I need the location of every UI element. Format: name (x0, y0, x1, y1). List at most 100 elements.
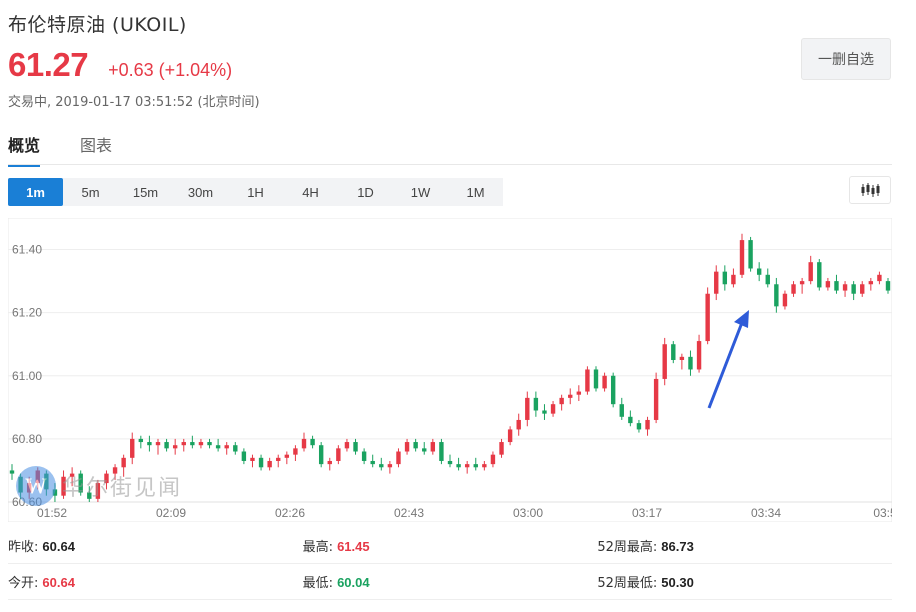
candle-body (190, 442, 195, 446)
period-4h[interactable]: 4H (302, 184, 319, 200)
tab-divider (8, 164, 892, 165)
candle-body (207, 442, 212, 446)
candle (868, 277, 874, 291)
candle-body (868, 281, 874, 285)
price-change: +0.63 (+1.04%) (108, 60, 233, 80)
period-5m[interactable]: 5m (81, 184, 100, 200)
chart-type-button[interactable] (849, 176, 891, 204)
candle (550, 401, 556, 417)
candle-body (61, 476, 66, 496)
remove-watchlist-button[interactable]: 一删自选 (801, 38, 891, 80)
candle (293, 445, 298, 461)
stat-open: 今开: 60.64 (8, 572, 303, 591)
stat-value: 60.04 (337, 575, 370, 590)
candle (250, 454, 255, 468)
candle-body (550, 404, 556, 414)
candle (739, 233, 745, 278)
candle (473, 457, 478, 471)
tab-overview[interactable]: 概览 (8, 132, 41, 167)
candle (353, 438, 358, 455)
candle-body (799, 281, 805, 285)
y-tick-label: 61.20 (12, 306, 42, 320)
candle (507, 426, 513, 446)
candle (310, 435, 315, 449)
candle (602, 372, 607, 392)
candle (224, 442, 229, 455)
candle-body (765, 274, 770, 285)
candle (233, 442, 238, 455)
candle (825, 277, 831, 291)
period-30m[interactable]: 30m (187, 184, 214, 200)
candle (370, 454, 375, 468)
candle-body (78, 473, 83, 493)
stats-row: 今开: 60.64 最低: 60.04 52周最低: 50.30 (8, 564, 892, 600)
candle (490, 451, 496, 468)
candle (464, 460, 470, 474)
candlestick-icon (861, 183, 880, 197)
candle (276, 454, 281, 468)
x-tick-label: 03:34 (751, 506, 781, 520)
period-1d[interactable]: 1D (357, 184, 374, 200)
candle-body (52, 489, 58, 496)
last-price: 61.27 (8, 46, 89, 83)
stat-value: 60.64 (42, 575, 75, 590)
candle-body (568, 394, 573, 398)
candle (422, 442, 427, 455)
stat-low: 最低: 60.04 (303, 572, 598, 591)
candle (774, 277, 779, 313)
candle-body (224, 445, 229, 449)
candle-body (318, 445, 324, 465)
candle-body (756, 268, 762, 275)
candle-body (267, 460, 272, 468)
candle (799, 277, 805, 294)
candle (241, 448, 247, 465)
candle (834, 274, 839, 294)
candle (87, 486, 92, 502)
candle (619, 397, 624, 420)
candle (121, 454, 126, 477)
candle-body (645, 419, 650, 430)
candle (671, 341, 676, 364)
period-1mo[interactable]: 1M (466, 184, 485, 200)
y-tick-label: 60.80 (12, 432, 42, 446)
candle-body (860, 284, 865, 294)
candle-body (774, 284, 779, 307)
x-tick-label: 03:17 (632, 506, 662, 520)
candle-body (138, 438, 144, 443)
candle (301, 432, 307, 452)
candle-body (628, 416, 633, 424)
candle (808, 255, 813, 285)
arrow-shaft (707, 319, 745, 409)
candle (130, 432, 135, 465)
candle-body (791, 284, 796, 294)
arrow-head (734, 310, 749, 328)
candle (842, 281, 848, 297)
candle (439, 438, 444, 465)
candle (198, 438, 204, 449)
candle-body (516, 419, 521, 430)
period-1h[interactable]: 1H (247, 184, 264, 200)
stat-value: 61.45 (337, 539, 370, 554)
candle-body (653, 378, 659, 420)
tab-chart[interactable]: 图表 (80, 136, 113, 155)
period-15m[interactable]: 15m (132, 184, 159, 200)
candle-body (808, 262, 813, 282)
candle-body (181, 442, 186, 446)
stat-value: 50.30 (661, 575, 694, 590)
candle-body (404, 442, 410, 452)
candle-body (336, 448, 341, 461)
period-1w[interactable]: 1W (410, 184, 431, 200)
candle (258, 454, 264, 471)
price-row: 61.27 +0.63 (+1.04%) (8, 46, 232, 84)
candle (318, 442, 324, 468)
candle-body (164, 442, 169, 449)
stat-value: 60.64 (42, 539, 75, 554)
candle-body (422, 448, 427, 452)
trading-status: 交易中, 2019-01-17 03:51:52 (北京时间) (8, 95, 260, 110)
candle (662, 337, 667, 386)
period-1m[interactable]: 1m (8, 178, 63, 206)
candle (78, 470, 83, 496)
candle (636, 419, 642, 433)
candle-body (525, 397, 530, 420)
